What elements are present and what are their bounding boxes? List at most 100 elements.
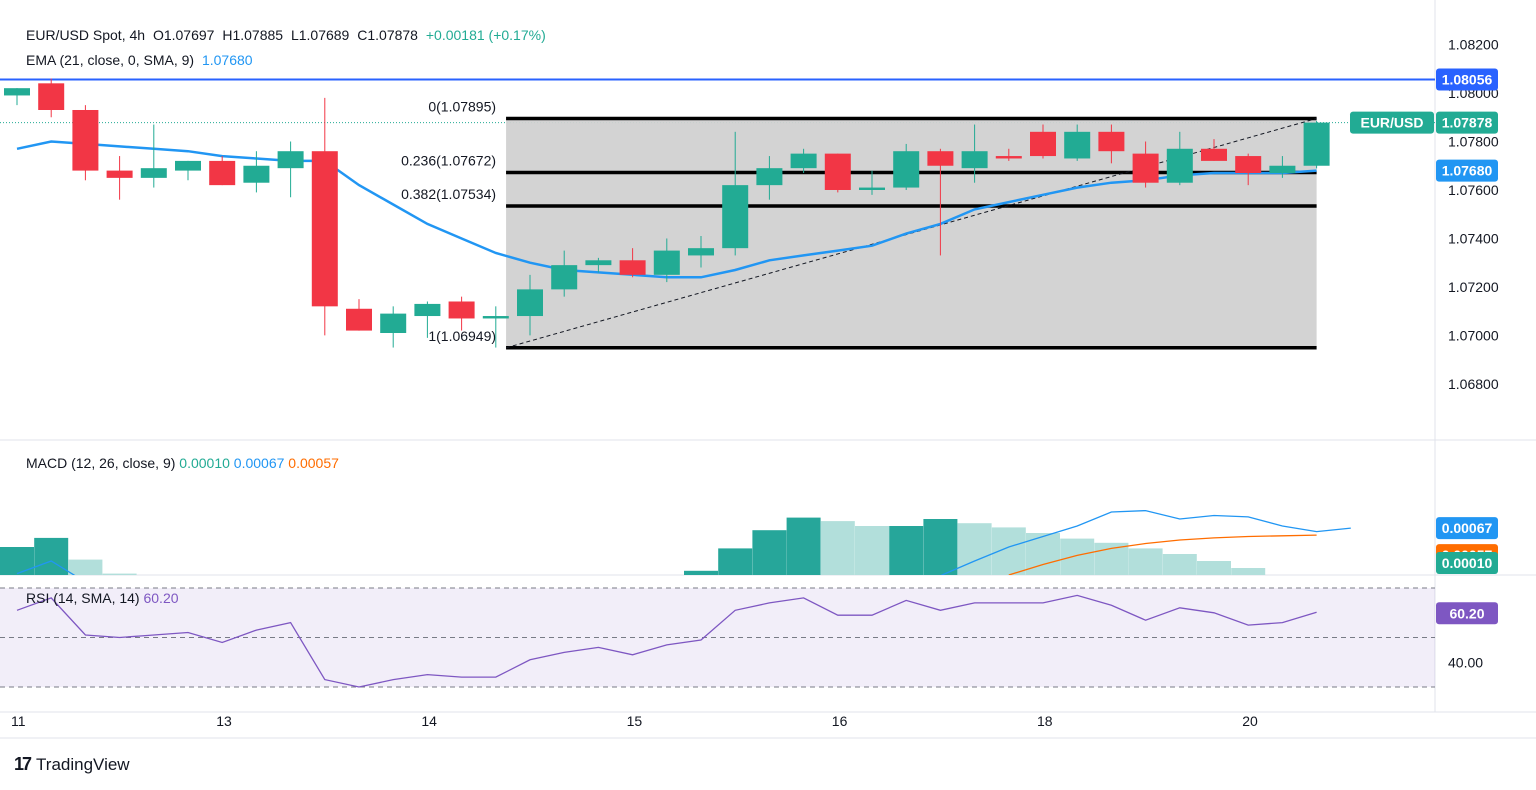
candle-body	[995, 156, 1022, 159]
macd-signal-value: 0.00057	[288, 455, 339, 471]
macd-histogram-bar	[684, 570, 718, 575]
macd-histogram-bar	[102, 573, 137, 575]
price-tick-label: 1.07400	[1448, 230, 1499, 246]
price-tick-label: 1.08200	[1448, 37, 1499, 53]
time-tick-label: 13	[216, 713, 232, 729]
macd-histogram-bar	[34, 537, 69, 575]
candle-body	[38, 83, 65, 110]
rsi-band-fill	[0, 588, 1435, 687]
candle-body	[311, 151, 338, 307]
hist-value-badge: 0.00010	[1442, 555, 1493, 571]
candle-body	[927, 151, 954, 166]
candle-body	[1030, 131, 1056, 157]
candle-body	[619, 260, 646, 275]
macd-line-value: 0.00067	[233, 455, 285, 471]
macd-histogram-bar	[752, 530, 787, 575]
candle-body	[1132, 153, 1159, 183]
fib-level-label: 0(1.07895)	[428, 98, 496, 114]
candle-body	[1201, 148, 1227, 161]
rsi-line	[16, 594, 1317, 688]
candle-body	[1064, 131, 1091, 159]
rsi-tick-label: 40.00	[1448, 654, 1483, 670]
price-badges: 1.08056 EUR/USD 1.07878 1.07680 0.00067 0.000…	[1350, 68, 1498, 625]
rsi-value: 60.20	[143, 590, 179, 606]
macd-label[interactable]: MACD (12, 26, close, 9)	[26, 455, 176, 471]
macd-histogram-bar	[855, 526, 889, 575]
candle-body	[1269, 165, 1296, 174]
candle-body	[346, 308, 372, 331]
macd-histogram-bar	[1128, 548, 1163, 575]
macd-hist-value: 0.00010	[179, 455, 230, 471]
hline-price-badge-bg	[1436, 68, 1498, 91]
hline-price-badge: 1.08056	[1442, 71, 1493, 87]
candle-body	[380, 313, 407, 334]
time-tick-label: 16	[832, 713, 848, 729]
macd-histogram-bar	[957, 523, 992, 575]
tradingview-logo[interactable]: 17 TradingView	[14, 754, 130, 775]
ema-price-badge-bg	[1436, 159, 1498, 182]
candle-body	[482, 316, 509, 319]
price-tick-label: 1.07200	[1448, 279, 1499, 295]
candle-body	[106, 170, 133, 178]
last-price-badge: 1.07878	[1442, 115, 1493, 131]
macd-signal-line	[1008, 534, 1317, 575]
rsi-value-badge: 60.20	[1449, 605, 1484, 621]
price-tick-label: 1.07800	[1448, 134, 1499, 150]
fib-level-label: 0.382(1.07534)	[401, 186, 496, 202]
candle-body	[72, 109, 99, 171]
macd-histogram-bar	[923, 519, 958, 575]
last-price-badge-bg	[1436, 111, 1498, 134]
candle-body	[517, 289, 543, 317]
candle-body	[756, 168, 783, 186]
price-tick-label: 1.07600	[1448, 182, 1499, 198]
candle-body	[585, 260, 612, 266]
price-tick-label: 1.06800	[1448, 376, 1499, 392]
ema-label[interactable]: EMA (21, close, 0, SMA, 9)	[26, 52, 195, 68]
macd-histogram-bar	[718, 548, 753, 575]
candle-body	[893, 151, 920, 188]
macd-histogram-bar	[889, 526, 924, 575]
axes: 1.082001.080001.078001.076001.074001.072…	[11, 37, 1499, 729]
close-value: C1.07878	[357, 27, 418, 43]
candle-body	[961, 151, 988, 169]
candle-body	[175, 160, 201, 171]
macd-histogram-bar	[820, 521, 855, 575]
candle-body	[824, 153, 851, 190]
candle-body	[1303, 122, 1330, 166]
chart-header: EUR/USD Spot, 4h O1.07697 H1.07885 L1.07…	[26, 27, 550, 43]
candle-body	[414, 303, 441, 317]
candle-body	[277, 151, 304, 169]
candle-body	[209, 160, 236, 186]
candles	[4, 78, 1330, 348]
candle-body	[448, 301, 475, 319]
macd-histogram-bar	[0, 547, 34, 575]
change-value: +0.00181 (+0.17%)	[425, 27, 546, 43]
symbol-title[interactable]: EUR/USD Spot, 4h	[26, 27, 146, 43]
macd-header: MACD (12, 26, close, 9) 0.00010 0.00067 …	[26, 455, 339, 471]
macd-histogram-bar	[1162, 554, 1197, 575]
time-tick-label: 14	[421, 713, 437, 729]
macd-histogram-bar	[1197, 561, 1231, 575]
price-tick-label: 1.07000	[1448, 327, 1499, 343]
macd-histogram-bar	[68, 559, 103, 575]
rsi-value-badge-bg	[1436, 602, 1498, 625]
time-tick-label: 20	[1242, 713, 1258, 729]
candle-body	[551, 265, 578, 290]
candle-body	[243, 165, 270, 183]
candle-body	[859, 187, 885, 190]
candle-body	[1235, 156, 1262, 174]
macd-histogram-bar	[786, 517, 821, 575]
fib-level-label: 0.236(1.07672)	[401, 153, 496, 169]
macd-histogram-bar	[1231, 568, 1266, 575]
macd-histogram-bar	[1094, 542, 1129, 575]
macd-value-badge: 0.00067	[1442, 520, 1493, 536]
rsi-label[interactable]: RSI (14, SMA, 14)	[26, 590, 140, 606]
macd-value-badge-bg	[1436, 517, 1498, 540]
candle-body	[688, 248, 714, 256]
macd-histogram-bar	[1060, 538, 1095, 575]
candle-body	[140, 168, 167, 178]
tradingview-logo-icon: 17	[14, 754, 32, 774]
high-value: H1.07885	[222, 27, 284, 43]
candle-body	[1098, 131, 1125, 152]
